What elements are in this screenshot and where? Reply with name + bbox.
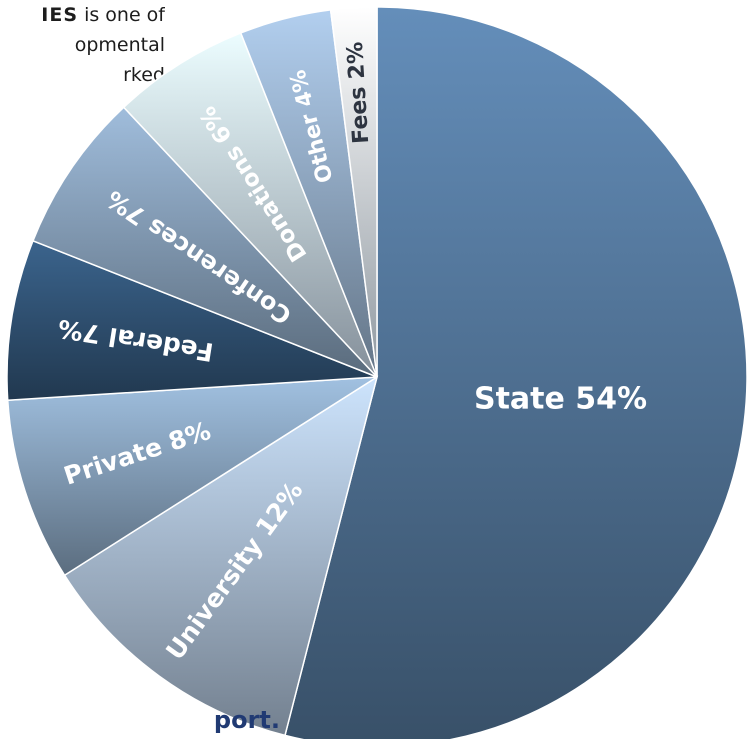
bottom-link-text[interactable]: port. — [213, 706, 280, 734]
pie-slice-state — [284, 6, 748, 739]
pie-slice-federal — [6, 239, 378, 402]
pie-label-state: State 54% — [474, 382, 647, 417]
intro-text: IES is one of opmental rked ch , — [0, 0, 165, 150]
intro-line-1-rest: is one of — [84, 4, 165, 26]
pie-slice-donations — [122, 32, 378, 378]
pie-slices — [6, 6, 748, 739]
pie-slice-private — [6, 376, 378, 577]
intro-line-2: opmental — [74, 34, 165, 56]
intro-bold-word: IES — [41, 4, 79, 26]
pie-slice-university — [63, 375, 379, 737]
intro-line-1: IES is one of — [0, 0, 165, 30]
pie-slice-conferences — [32, 106, 378, 378]
pie-slice-fees — [329, 6, 378, 378]
